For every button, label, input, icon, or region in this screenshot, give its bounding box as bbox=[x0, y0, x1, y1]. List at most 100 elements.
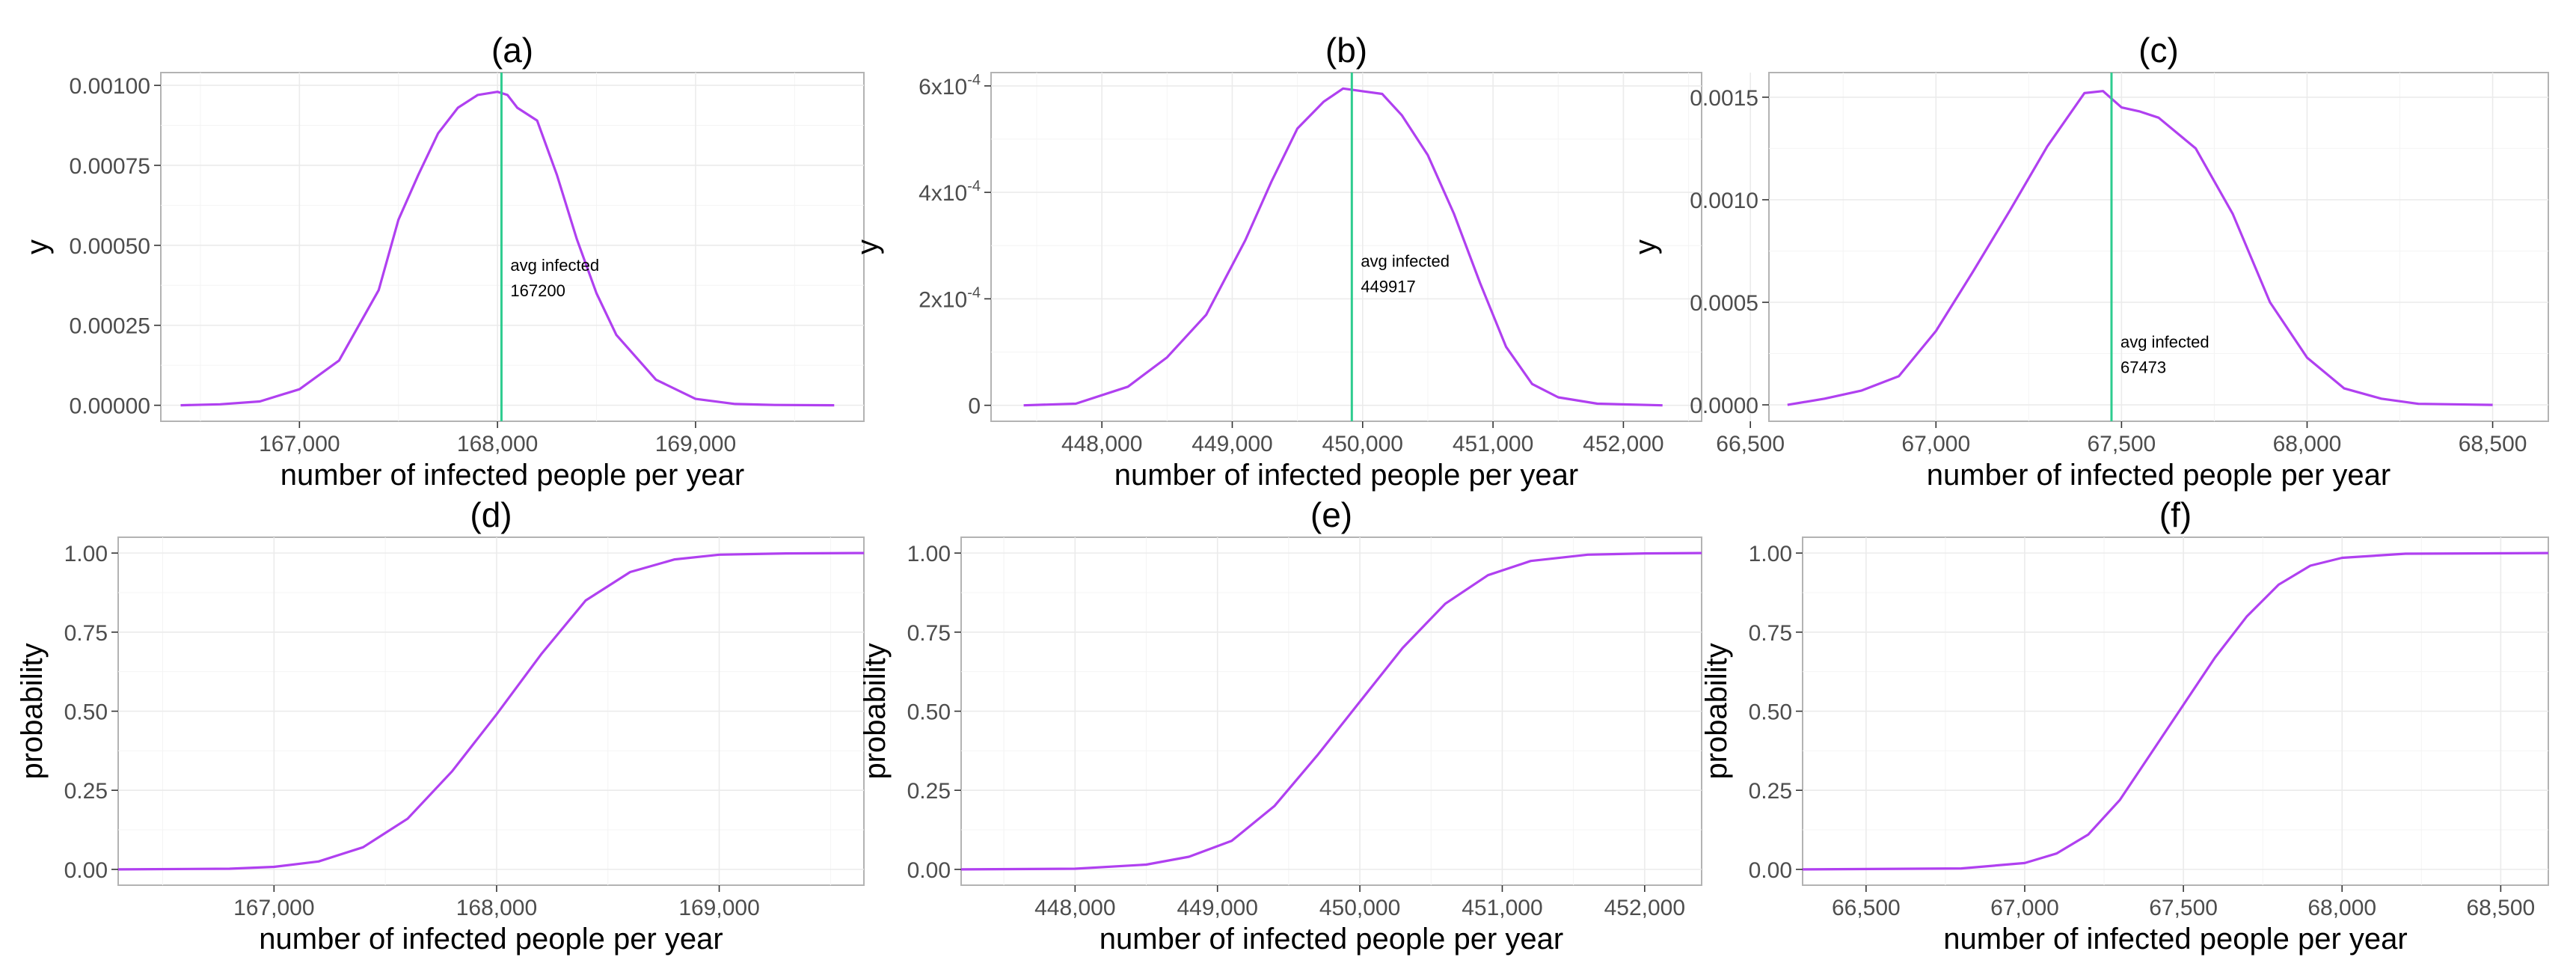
y-tick-label: 1.00 bbox=[1749, 542, 1792, 566]
panel-e: 448,000 449,000 450,000 451,000 452,000 0.00 0… bbox=[859, 495, 1702, 956]
panel-title: (f) bbox=[2159, 495, 2192, 534]
y-tick-label-base: 0.75 bbox=[907, 621, 951, 646]
y-tick-label: 0.00 bbox=[64, 858, 108, 883]
y-axis-label: y bbox=[1629, 239, 1662, 254]
y-tick-label: 1.00 bbox=[64, 542, 108, 566]
x-tick-label: 450,000 bbox=[1322, 432, 1403, 456]
y-tick-label-base: 0.0015 bbox=[1690, 86, 1758, 111]
x-tick-label: 67,000 bbox=[1901, 432, 1970, 456]
x-tick-label: 169,000 bbox=[678, 896, 759, 920]
x-tick-label: 449,000 bbox=[1192, 432, 1272, 456]
x-tick-label: 452,000 bbox=[1604, 896, 1685, 920]
y-tick-label-base: 1.00 bbox=[1749, 542, 1792, 566]
y-tick-label: 0.00 bbox=[907, 858, 951, 883]
x-tick-label: 68,500 bbox=[2466, 896, 2535, 920]
x-tick-label: 448,000 bbox=[1034, 896, 1115, 920]
x-tick-label: 68,000 bbox=[2273, 432, 2342, 456]
y-tick-label-base: 0.50 bbox=[907, 700, 951, 725]
y-tick-label: 0.0000 bbox=[1690, 394, 1758, 418]
x-tick-label: 167,000 bbox=[233, 896, 314, 920]
y-tick-label-base: 0.25 bbox=[1749, 779, 1792, 804]
y-tick-label-base: 6x10 bbox=[919, 75, 967, 100]
series-line-c bbox=[1787, 90, 2493, 406]
y-tick-label: 0.25 bbox=[64, 779, 108, 804]
series-line-d bbox=[117, 551, 865, 871]
y-tick-label-base: 0.25 bbox=[64, 779, 108, 804]
y-tick-label: 0.75 bbox=[64, 621, 108, 646]
y-tick-label-base: 0 bbox=[968, 394, 981, 419]
y-tick-label-base: 0.25 bbox=[907, 779, 951, 804]
x-tick-label: 448,000 bbox=[1061, 432, 1142, 456]
x-tick-label: 168,000 bbox=[456, 896, 537, 920]
y-tick-label-base: 0.0000 bbox=[1690, 394, 1758, 418]
y-tick-label: 0.00050 bbox=[70, 234, 150, 259]
y-tick-label: 0.75 bbox=[1749, 621, 1792, 646]
panel-title: (a) bbox=[491, 31, 533, 70]
y-tick-label-base: 0.50 bbox=[1749, 700, 1792, 725]
y-tick-label-base: 1.00 bbox=[907, 542, 951, 566]
y-tick-label-base: 4x10 bbox=[919, 181, 967, 206]
panel-f: 66,500 67,000 67,500 68,000 68,500 0.00 0.25 0.… bbox=[1700, 495, 2549, 956]
x-axis-label: number of infected people per year bbox=[1114, 459, 1578, 492]
x-axis-label: number of infected people per year bbox=[1100, 923, 1563, 956]
y-tick-label-base: 0.0005 bbox=[1690, 291, 1758, 316]
y-tick-label: 2x10-4 bbox=[919, 284, 981, 312]
y-axis-label: y bbox=[21, 239, 54, 254]
series-line-e bbox=[960, 551, 1702, 871]
avg-label-value: 167200 bbox=[510, 281, 565, 300]
panel-c: 66,500 67,000 67,500 68,000 68,500 0.0000 0.00… bbox=[1629, 31, 2549, 492]
y-tick-label-base: 0.75 bbox=[64, 621, 108, 646]
x-tick-label: 449,000 bbox=[1177, 896, 1257, 920]
plot-area bbox=[160, 72, 865, 422]
y-tick-label-base: 0.00000 bbox=[70, 394, 150, 419]
y-tick-label-base: 0.00075 bbox=[70, 154, 150, 179]
avg-label-title: avg infected bbox=[1361, 252, 1450, 271]
avg-label-title: avg infected bbox=[2120, 332, 2209, 351]
y-axis-label: y bbox=[851, 239, 884, 254]
x-tick-label: 167,000 bbox=[259, 432, 340, 456]
y-tick-label: 0 bbox=[968, 394, 981, 419]
y-tick-label: 0.50 bbox=[64, 700, 108, 725]
y-tick-label-base: 1.00 bbox=[64, 542, 108, 566]
panel-title: (e) bbox=[1310, 495, 1352, 534]
x-tick-label: 67,500 bbox=[2149, 896, 2218, 920]
x-tick-label: 67,500 bbox=[2087, 432, 2156, 456]
x-tick-label: 66,500 bbox=[1716, 432, 1785, 456]
x-tick-label: 169,000 bbox=[655, 432, 736, 456]
y-tick-label: 0.50 bbox=[1749, 700, 1792, 725]
plot-area bbox=[990, 72, 1702, 422]
series-line-f bbox=[1802, 551, 2549, 871]
x-axis-label: number of infected people per year bbox=[1927, 459, 2391, 492]
y-axis-label: probability bbox=[859, 643, 892, 779]
y-tick-label-base: 0.00100 bbox=[70, 74, 150, 99]
y-tick-label: 0.0015 bbox=[1690, 86, 1758, 111]
y-tick-label: 0.0005 bbox=[1690, 291, 1758, 316]
avg-label-title: avg infected bbox=[510, 256, 599, 275]
y-tick-label: 0.00075 bbox=[70, 154, 150, 179]
x-tick-label: 451,000 bbox=[1462, 896, 1542, 920]
avg-label-value: 67473 bbox=[2120, 358, 2166, 376]
y-tick-label: 0.25 bbox=[1749, 779, 1792, 804]
x-tick-label: 68,500 bbox=[2459, 432, 2527, 456]
y-tick-label-base: 2x10 bbox=[919, 287, 967, 312]
y-axis-label: probability bbox=[16, 643, 49, 779]
x-tick-label: 452,000 bbox=[1583, 432, 1663, 456]
y-tick-label: 0.00000 bbox=[70, 394, 150, 419]
x-tick-label: 67,000 bbox=[1990, 896, 2059, 920]
series-line-b bbox=[1023, 87, 1663, 407]
x-tick-label: 450,000 bbox=[1319, 896, 1400, 920]
y-tick-label: 0.00100 bbox=[70, 74, 150, 99]
y-tick-label-base: 0.50 bbox=[64, 700, 108, 725]
y-tick-label-base: 0.00050 bbox=[70, 234, 150, 259]
y-tick-label: 0.75 bbox=[907, 621, 951, 646]
y-tick-label: 1.00 bbox=[907, 542, 951, 566]
x-tick-label: 168,000 bbox=[457, 432, 538, 456]
y-tick-label-base: 0.00 bbox=[907, 858, 951, 883]
panel-a: 167,000 168,000 169,000 0.00000 0.00025 0.000… bbox=[21, 31, 865, 492]
y-tick-label: 4x10-4 bbox=[919, 178, 981, 206]
x-tick-label: 66,500 bbox=[1832, 896, 1901, 920]
y-axis-label: probability bbox=[1700, 643, 1733, 779]
x-axis-label: number of infected people per year bbox=[1943, 923, 2407, 956]
y-tick-label-exponent: -4 bbox=[967, 178, 981, 195]
